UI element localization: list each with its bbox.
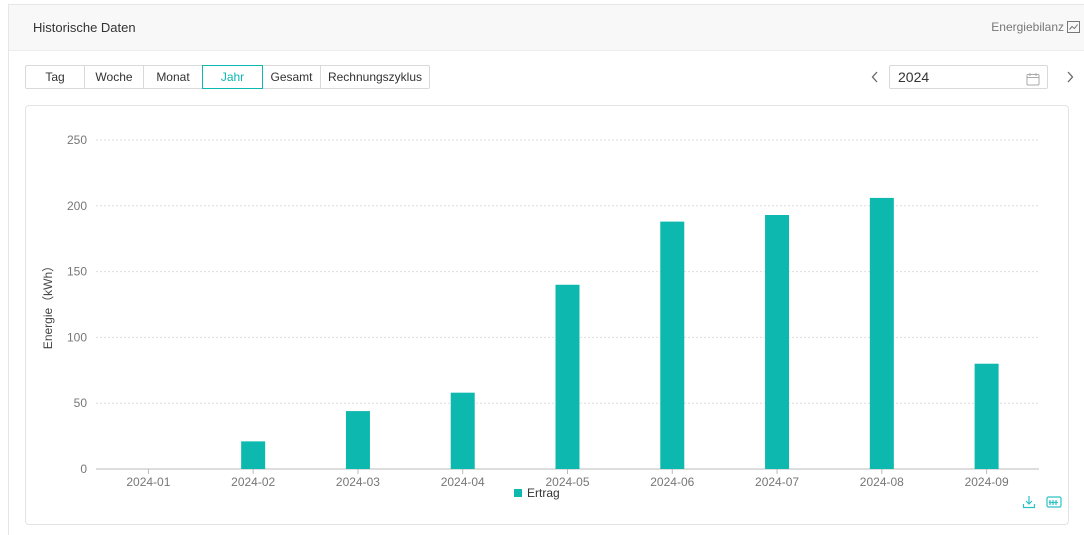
tab-label: Rechnungszyklus: [327, 70, 423, 84]
energy-bar-chart: 0 50 100 150 200 250 Energie（kWh） 2024-01 2024-0…: [41, 133, 1039, 500]
tab-billing-cycle[interactable]: Rechnungszyklus: [320, 65, 430, 89]
bar-2024-03: [345, 411, 370, 469]
x-tick-label: 2024-01: [126, 475, 170, 489]
y-tick-label: 100: [67, 330, 87, 344]
tab-day[interactable]: Tag: [25, 65, 85, 89]
bar-2024-05: [555, 284, 580, 469]
download-icon[interactable]: [1022, 495, 1036, 514]
tab-label: Gesamt: [270, 70, 313, 84]
tab-label: Tag: [45, 70, 65, 84]
tab-label: Monat: [156, 70, 190, 84]
tab-month[interactable]: Monat: [143, 65, 203, 89]
year-picker-input[interactable]: 2024: [889, 65, 1048, 89]
period-tabs: Tag Woche Monat Jahr Gesamt Rechnungszyk…: [25, 65, 430, 89]
bar-2024-06: [660, 221, 685, 469]
x-tick-label: 2024-09: [965, 475, 1009, 489]
data-view-icon[interactable]: [1046, 495, 1062, 514]
tab-label: Woche: [95, 70, 133, 84]
bar-2024-09: [974, 363, 999, 469]
page-title: Historische Daten: [33, 20, 136, 35]
bar-2024-04: [450, 392, 475, 469]
y-tick-label: 50: [74, 396, 88, 410]
x-tick-label: 2024-07: [755, 475, 799, 489]
bar-2024-08: [869, 197, 894, 469]
bar-2024-07: [765, 215, 790, 469]
x-tick-label: 2024-04: [441, 475, 485, 489]
y-tick-label: 250: [67, 133, 87, 147]
chart-container: 0 50 100 150 200 250 Energie（kWh） 2024-01 2024-0…: [25, 105, 1069, 525]
chevron-right-icon[interactable]: [1063, 69, 1077, 85]
legend-label: Ertrag: [527, 486, 560, 500]
x-tick-label: 2024-06: [650, 475, 694, 489]
energy-balance-link[interactable]: Energiebilanz: [991, 20, 1080, 34]
panel-header: Historische Daten Energiebilanz: [9, 5, 1084, 51]
chevron-left-icon[interactable]: [868, 69, 882, 85]
year-value: 2024: [898, 69, 930, 85]
tab-total[interactable]: Gesamt: [262, 65, 321, 89]
energy-balance-label: Energiebilanz: [991, 20, 1064, 34]
tab-year[interactable]: Jahr: [202, 65, 263, 89]
chart-icon: [1067, 21, 1080, 33]
x-tick-label: 2024-02: [231, 475, 275, 489]
tab-week[interactable]: Woche: [84, 65, 144, 89]
bar-2024-02: [241, 441, 266, 469]
x-tick-label: 2024-05: [545, 475, 589, 489]
x-tick-label: 2024-08: [860, 475, 904, 489]
tab-label: Jahr: [220, 70, 245, 84]
y-tick-label: 150: [67, 265, 87, 279]
calendar-icon: [1026, 70, 1040, 92]
chart-toolbox: [1022, 495, 1062, 514]
y-tick-label: 0: [80, 462, 87, 476]
legend-swatch: [514, 489, 522, 497]
y-axis-label: Energie（kWh）: [41, 260, 55, 349]
y-tick-label: 200: [67, 199, 87, 213]
x-tick-label: 2024-03: [336, 475, 380, 489]
